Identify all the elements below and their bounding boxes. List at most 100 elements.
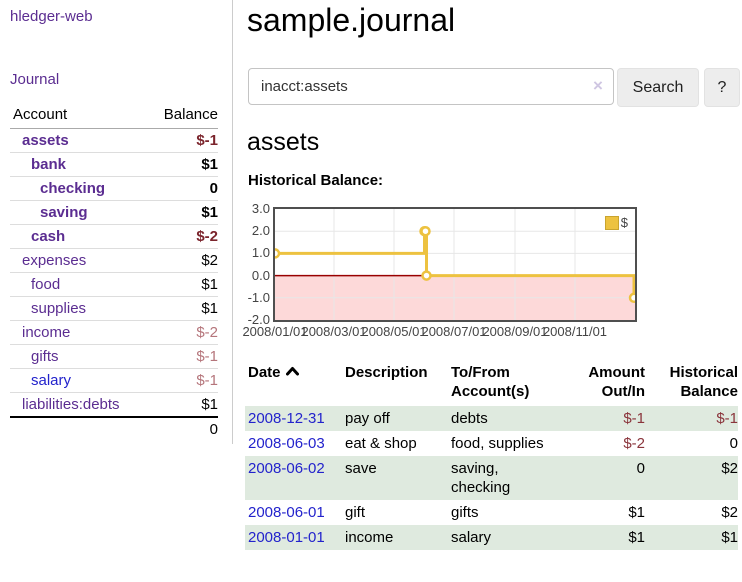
account-link-liabilities-debts[interactable]: liabilities:debts: [22, 396, 120, 413]
account-link-checking[interactable]: checking: [40, 180, 106, 197]
account-balance: $1: [149, 272, 218, 297]
transaction-description: income: [345, 525, 451, 550]
account-row: assets $-1: [10, 128, 218, 153]
legend-swatch-icon: [604, 215, 619, 230]
transaction-accounts: gifts: [451, 504, 479, 521]
brand-link[interactable]: hledger-web: [10, 8, 93, 25]
x-tick-label: 2008/09/01: [482, 324, 548, 339]
account-balance: 0: [149, 176, 218, 201]
account-row: income $-2: [10, 320, 218, 345]
help-button[interactable]: ?: [704, 68, 740, 107]
account-row: cash $-2: [10, 224, 218, 249]
accounts-header-balance: Balance: [149, 104, 218, 129]
transaction-amount: 0: [576, 456, 645, 500]
account-row: checking 0: [10, 176, 218, 201]
account-link-income[interactable]: income: [22, 324, 71, 341]
account-row: expenses $2: [10, 248, 218, 273]
balance-chart: $: [273, 207, 637, 322]
x-tick-label: 2008/01/01: [242, 324, 308, 339]
account-balance: $-1: [149, 368, 218, 393]
sidebar-item-journal[interactable]: Journal: [10, 71, 60, 88]
account-balance: $-2: [149, 224, 218, 249]
transaction-amount: $1: [576, 525, 645, 550]
transaction-amount: $-1: [576, 406, 645, 431]
account-row: gifts $-1: [10, 344, 218, 369]
register-row: 2008-01-01 income salary $1 $1: [245, 525, 738, 550]
register-row: 2008-06-03 eat & shop food, supplies $-2…: [245, 431, 738, 456]
x-tick-label: 2008/03/01: [301, 324, 367, 339]
legend-label: $: [620, 215, 628, 230]
transaction-description: pay off: [345, 406, 451, 431]
transaction-accounts: food, supplies: [451, 435, 544, 452]
transaction-description: eat & shop: [345, 435, 417, 452]
y-tick-label: 1.0: [251, 245, 270, 261]
account-row: food $1: [10, 272, 218, 297]
account-balance: $1: [149, 392, 218, 418]
account-link-bank[interactable]: bank: [31, 156, 67, 173]
search-input[interactable]: [248, 68, 614, 105]
clear-search-icon[interactable]: ×: [593, 76, 603, 95]
sidebar: hledger-web Journal Account Balance asse…: [0, 0, 233, 444]
register-table: Date Description To/From Account(s) Amou…: [245, 363, 738, 550]
account-row: saving $1: [10, 200, 218, 225]
chart-title: Historical Balance:: [248, 172, 384, 189]
account-balance: $-2: [149, 320, 218, 345]
page-title: sample.journal: [247, 2, 456, 38]
register-header-amount: Amount Out/In: [588, 364, 645, 400]
y-tick-label: 3.0: [251, 201, 270, 216]
register-row: 2008-06-01 gift gifts $1 $2: [245, 500, 738, 525]
register-header-accounts: To/From Account(s): [451, 364, 530, 400]
register-header-description: Description: [345, 364, 428, 381]
transaction-balance: $2: [645, 456, 738, 500]
register-row: 2008-06-02 save saving, checking 0 $2: [245, 456, 738, 500]
transaction-balance: $-1: [645, 406, 738, 431]
chart-canvas: [275, 209, 635, 320]
transaction-date-link[interactable]: 2008-06-02: [248, 460, 325, 477]
account-link-supplies[interactable]: supplies: [31, 300, 87, 317]
account-link-assets[interactable]: assets: [22, 132, 69, 149]
account-link-food[interactable]: food: [31, 276, 61, 293]
transaction-amount: $-2: [623, 435, 645, 452]
account-balance: $-1: [149, 344, 218, 369]
account-link-cash[interactable]: cash: [31, 228, 66, 245]
y-tick-label: -2.0: [247, 312, 270, 327]
account-link-saving[interactable]: saving: [40, 204, 88, 221]
account-link-gifts[interactable]: gifts: [31, 348, 59, 365]
register-header-balance: Historical Balance: [669, 364, 738, 400]
transaction-amount: $1: [628, 504, 645, 521]
account-row: bank $1: [10, 152, 218, 177]
transaction-date-link[interactable]: 2008-12-31: [248, 410, 325, 427]
account-balance: $-1: [149, 128, 218, 153]
account-balance: $2: [149, 248, 218, 273]
account-link-salary[interactable]: salary: [31, 372, 72, 389]
sort-ascending-icon: [285, 367, 299, 376]
transaction-accounts: saving, checking: [451, 456, 576, 500]
account-row: liabilities:debts $1: [10, 392, 218, 418]
accounts-total-row: 0: [10, 416, 218, 441]
accounts-total-value: 0: [149, 416, 218, 441]
account-link-expenses[interactable]: expenses: [22, 252, 87, 269]
transaction-date-link[interactable]: 2008-06-01: [248, 504, 325, 521]
x-tick-label: 2008/05/01: [361, 324, 427, 339]
transaction-date-link[interactable]: 2008-06-03: [248, 435, 325, 452]
transaction-description: save: [345, 456, 451, 500]
transaction-accounts: debts: [451, 406, 576, 431]
y-tick-label: 2.0: [251, 223, 270, 239]
chart-legend: $: [602, 214, 630, 231]
search-button[interactable]: Search: [617, 68, 699, 107]
account-balance: $1: [149, 296, 218, 321]
transaction-accounts: salary: [451, 525, 576, 550]
account-heading: assets: [247, 128, 320, 156]
transaction-balance: $2: [721, 504, 738, 521]
account-balance: $1: [149, 152, 218, 177]
transaction-balance: 0: [729, 435, 738, 452]
register-header-date[interactable]: Date: [245, 363, 345, 406]
y-tick-label: 0.0: [251, 267, 270, 283]
register-row: 2008-12-31 pay off debts $-1 $-1: [245, 406, 738, 431]
account-balance: $1: [149, 200, 218, 225]
accounts-header-row: Account Balance: [10, 104, 218, 129]
transaction-date-link[interactable]: 2008-01-01: [248, 529, 325, 546]
x-tick-label: 2008/11/01: [542, 324, 608, 339]
accounts-header-account: Account: [10, 104, 150, 129]
